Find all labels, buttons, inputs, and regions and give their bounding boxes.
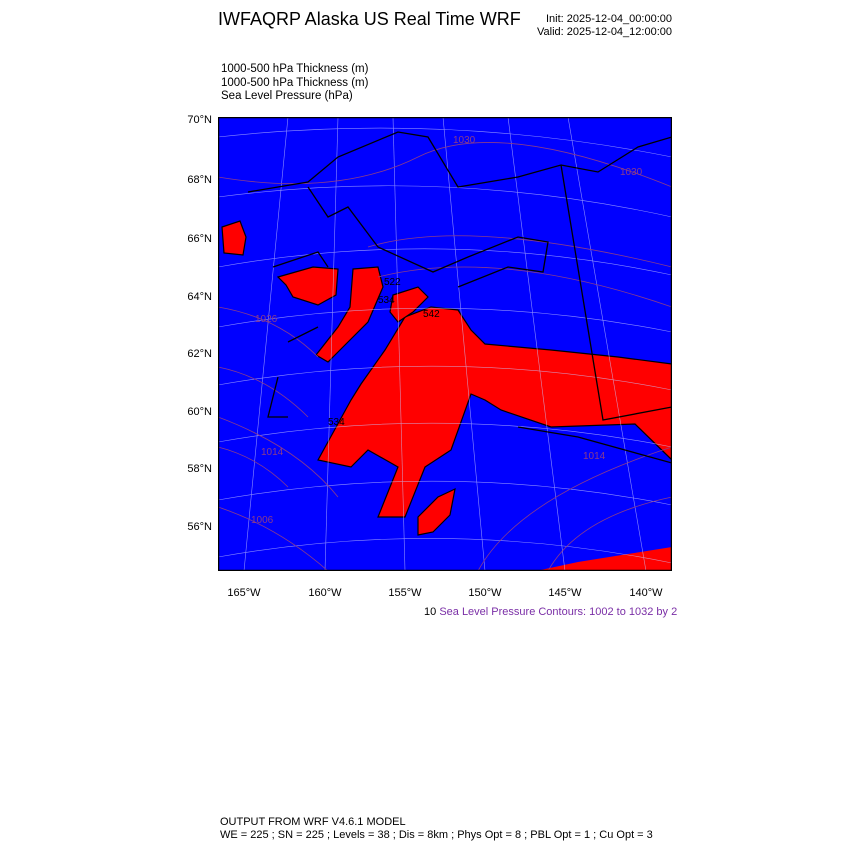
contour-legend: 10 Sea Level Pressure Contours: 1002 to … [424, 606, 677, 618]
warm-region-mainland [317, 306, 672, 518]
contour-label: 522 [384, 277, 401, 288]
lat-label: 58°N [187, 463, 212, 475]
slp-contours [218, 142, 672, 571]
contour-label: 534 [378, 295, 395, 306]
warm-region-kodiak [417, 487, 456, 536]
lon-label: 150°W [468, 587, 502, 599]
lat-label: 66°N [187, 233, 212, 245]
coastlines [247, 131, 672, 464]
contour-label: 1026 [255, 314, 278, 325]
contour-label: 1006 [251, 515, 274, 526]
contour-labels: 1030 1026 1014 1006 1014 1030 [251, 135, 643, 526]
lon-label: 140°W [629, 587, 663, 599]
lon-label: 165°W [227, 587, 261, 599]
footer-config: WE = 225 ; SN = 225 ; Levels = 38 ; Dis … [220, 829, 653, 841]
warm-region-bristol [389, 286, 429, 323]
lat-label: 68°N [187, 174, 212, 186]
map-frame [218, 117, 672, 571]
warm-region-stlawrence [221, 220, 247, 256]
lat-label: 70°N [187, 114, 212, 126]
lon-label: 155°W [388, 587, 422, 599]
contour-label: 1030 [620, 167, 643, 178]
init-time: Init: 2025-12-04_00:00:00 [546, 13, 672, 25]
warm-region-norton [315, 266, 384, 363]
lat-lon-grid [218, 117, 672, 571]
contour-label: 534 [328, 417, 345, 428]
lon-label: 145°W [548, 587, 582, 599]
lat-label: 60°N [187, 406, 212, 418]
warm-region-pacific [536, 547, 672, 571]
contour-label: 1014 [583, 451, 606, 462]
field-label-slp: Sea Level Pressure (hPa) [221, 90, 353, 102]
warm-region-seward [276, 266, 339, 306]
contour-legend-text: Sea Level Pressure Contours: 1002 to 103… [439, 606, 678, 618]
lat-label: 56°N [187, 521, 212, 533]
contour-label: 542 [423, 309, 440, 320]
plot-title: IWFAQRP Alaska US Real Time WRF [218, 9, 521, 29]
contour-legend-prefix: 10 [424, 606, 437, 618]
lat-label: 62°N [187, 348, 212, 360]
map-panel: 1030 1026 1014 1006 1014 1030 534 522 54… [218, 117, 672, 571]
footer-model: OUTPUT FROM WRF V4.6.1 MODEL [220, 816, 406, 828]
lon-label: 160°W [308, 587, 342, 599]
lat-label: 64°N [187, 291, 212, 303]
valid-time: Valid: 2025-12-04_12:00:00 [537, 26, 672, 38]
contour-label: 1030 [453, 135, 476, 146]
field-label-thickness-2: 1000-500 hPa Thickness (m) [221, 77, 369, 89]
field-label-thickness-1: 1000-500 hPa Thickness (m) [221, 63, 369, 75]
thickness-fill-warm [221, 220, 672, 571]
contour-label: 1014 [261, 447, 284, 458]
thickness-labels: 534 522 542 534 [328, 277, 440, 428]
